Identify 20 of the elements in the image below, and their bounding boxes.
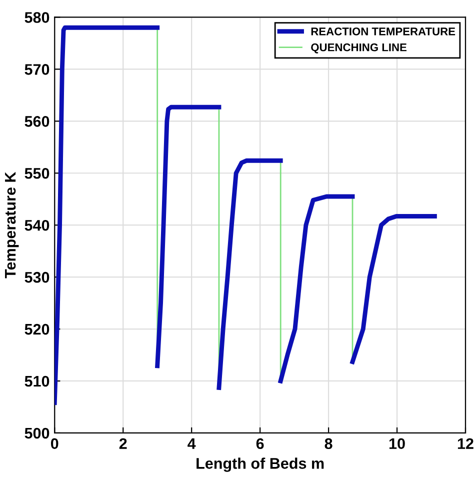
x-tick-label: 12 [458, 438, 474, 449]
y-tick-label: 540 [24, 220, 50, 231]
x-tick-label: 6 [256, 438, 264, 450]
y-tick-label: 530 [24, 272, 50, 283]
legend-label: QUENCHING LINE [311, 43, 407, 54]
y-tick-label: 580 [24, 12, 50, 23]
legend-label: REACTION TEMPERATURE [311, 28, 456, 36]
y-axis-title: Temperature K [5, 172, 19, 278]
x-tick-label: 8 [324, 438, 332, 450]
x-tick-label: 0 [50, 438, 58, 450]
x-tick-label: 10 [389, 438, 405, 450]
y-tick-label: 570 [24, 64, 50, 75]
y-tick-label: 510 [24, 376, 50, 387]
x-axis-title: Length of Beds m [196, 458, 324, 472]
y-tick-label: 560 [24, 116, 50, 127]
y-tick-label: 520 [24, 324, 50, 335]
y-tick-label: 550 [24, 168, 50, 179]
y-tick-label: 500 [24, 428, 50, 439]
x-tick-label: 4 [188, 438, 196, 449]
x-tick-label: 2 [119, 438, 127, 449]
